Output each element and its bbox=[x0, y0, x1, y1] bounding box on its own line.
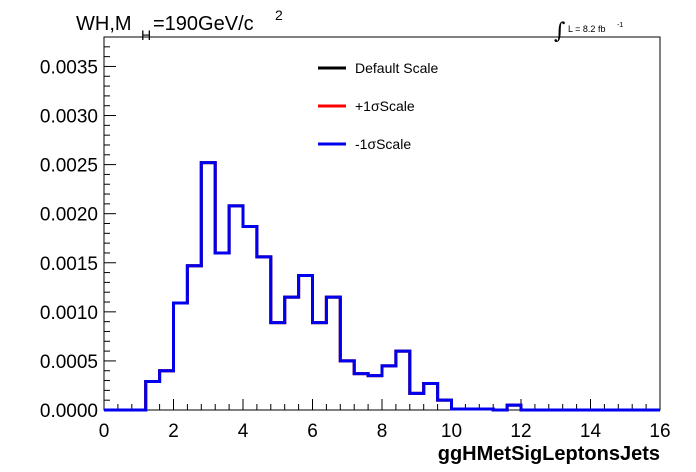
x-tick-label: 8 bbox=[377, 421, 388, 442]
chart-title: WH,M H =190GeV/c 2 bbox=[76, 7, 283, 43]
y-tick-label: 0.0025 bbox=[40, 156, 98, 177]
x-tick-label: 2 bbox=[168, 421, 179, 442]
legend-label: Default Scale bbox=[355, 60, 438, 76]
y-tick-label: 0.0000 bbox=[40, 401, 98, 422]
title-main: WH,M bbox=[76, 13, 132, 35]
x-axis-label: ggHMetSigLeptonsJets bbox=[438, 443, 660, 465]
title-superscript: 2 bbox=[275, 7, 283, 23]
title-subscript: H bbox=[141, 27, 151, 43]
legend-label: -1σScale bbox=[355, 136, 411, 152]
series-line bbox=[104, 161, 660, 412]
series-layer bbox=[104, 161, 660, 412]
lumi-superscript: -1 bbox=[617, 22, 623, 29]
y-axis: 0.0000 0.0005 0.0010 0.0015 0.0020 0.0025 0.00… bbox=[40, 36, 116, 422]
y-tick-label: 0.0010 bbox=[40, 303, 98, 324]
y-tick-label: 0.0015 bbox=[40, 254, 98, 275]
title-value: =190GeV/c bbox=[153, 13, 254, 35]
x-tick-label: 10 bbox=[441, 421, 462, 442]
plot-frame bbox=[103, 36, 661, 411]
x-axis: 0 2 4 6 8 10 12 14 16 bbox=[99, 399, 671, 442]
x-tick-label: 12 bbox=[510, 421, 531, 442]
legend: Default Scale +1σScale -1σScale bbox=[318, 60, 438, 152]
legend-label: +1σScale bbox=[355, 98, 415, 114]
y-tick-label: 0.0020 bbox=[40, 205, 98, 226]
integral-symbol: ∫ bbox=[554, 19, 566, 44]
y-tick-label: 0.0005 bbox=[40, 352, 98, 373]
lumi-text: L = 8.2 fb bbox=[568, 24, 605, 34]
x-tick-label: 14 bbox=[580, 421, 602, 442]
x-tick-label: 6 bbox=[307, 421, 318, 442]
luminosity-label: ∫ L = 8.2 fb -1 bbox=[554, 19, 623, 44]
y-tick-label: 0.0035 bbox=[40, 57, 98, 78]
x-tick-label: 4 bbox=[238, 421, 249, 442]
y-tick-label: 0.0030 bbox=[40, 107, 98, 128]
x-tick-label: 0 bbox=[99, 421, 110, 442]
x-tick-label: 16 bbox=[649, 421, 670, 442]
